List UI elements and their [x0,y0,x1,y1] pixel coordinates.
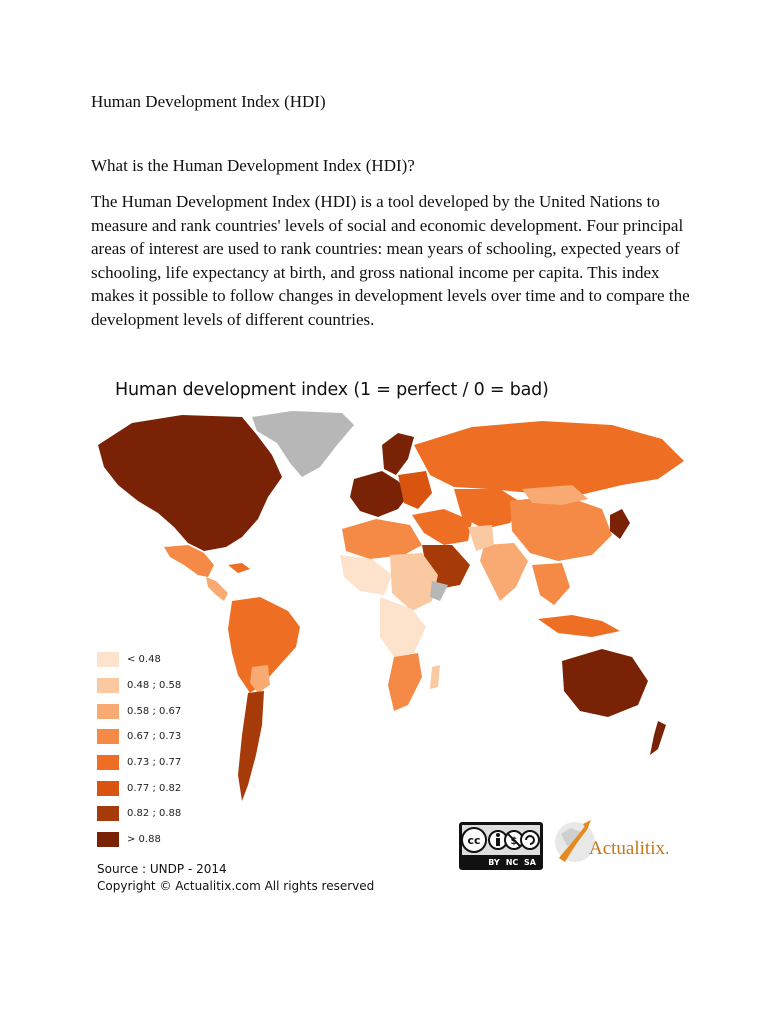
legend-label: 0.77 ; 0.82 [127,782,182,794]
pakistan-afghanistan [468,525,494,551]
cc-symbol: cc [467,834,480,847]
mexico [164,545,214,577]
cc-sa: SA [524,858,537,867]
australia [562,649,648,717]
west-africa [340,555,392,595]
madagascar [430,665,440,689]
mongolia [522,485,588,505]
legend-swatch [97,729,119,745]
legend-label: 0.67 ; 0.73 [127,731,182,743]
sahel-east-africa [390,553,438,611]
world-hdi-map [98,411,684,801]
map-legend: < 0.48 0.48 ; 0.58 0.58 ; 0.67 0.67 ; 0.… [97,647,181,853]
legend-label: > 0.88 [127,834,161,846]
north-africa [342,519,422,559]
legend-item: 0.82 ; 0.88 [97,801,181,827]
central-africa [380,597,426,657]
central-asia [454,489,522,529]
india [480,543,528,601]
legend-label: 0.82 ; 0.88 [127,808,182,820]
legend-item: 0.48 ; 0.58 [97,673,181,699]
western-europe [350,471,410,517]
legend-item: 0.73 ; 0.77 [97,750,181,776]
legend-swatch [97,652,119,668]
brand-name: Actualitix. [589,838,668,859]
south-america-south [238,691,264,801]
copyright-notice: Copyright © Actualitix.com All rights re… [97,879,375,893]
intro-paragraph: The Human Development Index (HDI) is a t… [91,192,690,329]
document-title: Human Development Index (HDI) [91,92,326,111]
legend-swatch [97,755,119,771]
source-credit: Source : UNDP - 2014 [97,862,227,876]
legend-label: 0.58 ; 0.67 [127,705,182,717]
legend-swatch [97,780,119,796]
legend-item: > 0.88 [97,827,181,853]
eastern-europe [398,471,432,509]
new-zealand [650,721,666,755]
russia [414,421,684,495]
cc-license-badge: cc $ BY NC SA [459,822,543,870]
legend-swatch [97,806,119,822]
legend-swatch [97,832,119,848]
south-america-north [228,597,300,693]
china [510,495,612,561]
scandinavia [382,433,414,475]
central-america [206,577,228,601]
caribbean [228,563,250,573]
legend-swatch [97,703,119,719]
southern-africa [388,653,422,711]
legend-label: 0.48 ; 0.58 [127,680,182,692]
section-heading: What is the Human Development Index (HDI… [91,156,415,175]
map-title: Human development index (1 = perfect / 0… [115,380,549,400]
legend-swatch [97,678,119,694]
horn-of-africa [430,581,448,601]
cc-by: BY [488,858,500,867]
southeast-asia [532,563,570,605]
greenland [252,411,354,477]
legend-label: < 0.48 [127,654,161,666]
legend-label: 0.73 ; 0.77 [127,757,182,769]
indonesia [538,615,620,637]
legend-item: < 0.48 [97,647,181,673]
legend-item: 0.77 ; 0.82 [97,775,181,801]
korea-japan [610,509,630,539]
cc-nc: NC [506,858,519,867]
north-america [98,415,282,551]
actualitix-logo: Actualitix. [555,820,668,862]
bolivia-region [250,665,270,693]
legend-item: 0.58 ; 0.67 [97,698,181,724]
svg-text:$: $ [511,836,518,847]
turkey-iran [412,509,472,545]
legend-item: 0.67 ; 0.73 [97,724,181,750]
